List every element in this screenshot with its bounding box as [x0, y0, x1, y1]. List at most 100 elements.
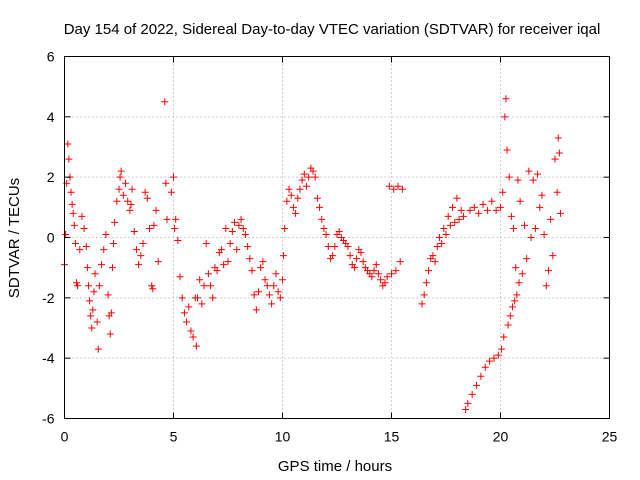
data-point	[556, 209, 564, 217]
data-point	[70, 221, 78, 229]
data-point	[311, 173, 319, 181]
data-point	[172, 215, 180, 223]
x-axis-label: GPS time / hours	[278, 458, 392, 475]
data-point	[502, 95, 510, 103]
data-point	[547, 215, 555, 223]
data-point	[544, 267, 552, 275]
data-point	[490, 354, 498, 362]
data-point	[244, 243, 252, 251]
data-point	[183, 318, 191, 326]
data-point	[468, 390, 476, 398]
data-point	[531, 224, 539, 232]
data-point	[344, 243, 352, 251]
data-point	[554, 134, 562, 142]
data-point	[91, 270, 99, 278]
data-point	[76, 246, 84, 254]
data-point	[388, 270, 395, 278]
data-point	[359, 258, 367, 266]
data-point	[483, 206, 491, 214]
data-point	[185, 303, 193, 311]
data-point	[180, 309, 188, 317]
y-axis-label: SDTVAR / TECUs	[6, 178, 23, 298]
data-point	[106, 330, 114, 338]
data-point	[228, 227, 236, 235]
data-point	[470, 203, 478, 211]
data-point	[515, 279, 523, 287]
y-tick-label: 2	[47, 169, 55, 185]
data-point	[551, 155, 559, 163]
x-tick-label: 10	[275, 429, 291, 445]
y-tick-label: 6	[47, 49, 55, 65]
x-tick-label: 0	[61, 429, 69, 445]
y-tick-label: 0	[47, 230, 55, 246]
data-point	[162, 179, 170, 187]
data-point	[94, 345, 102, 353]
data-point	[149, 285, 157, 293]
data-point	[497, 203, 504, 211]
data-point	[440, 224, 448, 232]
data-point	[148, 282, 156, 290]
data-point	[534, 170, 542, 178]
data-point	[178, 294, 186, 302]
data-point	[529, 176, 537, 184]
data-point	[453, 194, 461, 202]
data-point	[512, 264, 520, 272]
data-point	[62, 230, 70, 238]
data-point	[542, 282, 550, 290]
data-point	[318, 215, 326, 223]
data-point	[71, 240, 79, 248]
data-point	[309, 167, 317, 175]
data-point	[279, 276, 286, 284]
x-tick-label: 20	[493, 429, 509, 445]
data-point	[398, 185, 406, 193]
data-point	[498, 345, 506, 353]
y-axis-ticks: -6 -4 -2 0 2 4 6	[42, 49, 610, 427]
data-point	[198, 300, 206, 308]
data-point	[396, 258, 404, 266]
data-point	[237, 215, 245, 223]
data-point	[501, 113, 509, 121]
data-point	[540, 230, 548, 238]
data-point	[95, 282, 103, 290]
data-point	[553, 188, 561, 196]
x-tick-label: 25	[602, 429, 618, 445]
data-point	[390, 185, 398, 193]
data-point	[488, 197, 496, 205]
data-point	[259, 258, 267, 266]
data-point	[433, 243, 441, 251]
data-point	[265, 291, 273, 299]
data-point	[89, 306, 97, 314]
data-point	[163, 215, 171, 223]
data-point	[65, 155, 73, 163]
data-point	[239, 224, 247, 232]
data-point	[86, 297, 94, 305]
data-point	[475, 209, 483, 217]
data-point	[510, 224, 518, 232]
data-point	[108, 264, 116, 272]
data-point	[270, 282, 278, 290]
data-point	[122, 179, 130, 187]
data-point	[368, 273, 376, 281]
y-tick-label: -2	[42, 290, 55, 306]
data-point	[193, 294, 201, 302]
data-point	[324, 243, 332, 251]
data-point	[385, 182, 393, 190]
data-point	[139, 240, 147, 248]
data-point	[209, 294, 217, 302]
data-point	[217, 246, 225, 254]
data-point	[119, 191, 127, 199]
data-point	[455, 215, 463, 223]
data-point	[222, 224, 230, 232]
data-point	[248, 267, 256, 275]
data-point	[74, 282, 82, 290]
data-point	[132, 246, 140, 254]
data-point	[331, 243, 339, 251]
data-point	[350, 264, 358, 272]
data-point	[88, 324, 96, 332]
data-point	[420, 291, 428, 299]
data-point	[72, 279, 80, 287]
data-point	[504, 321, 512, 329]
data-point	[466, 206, 474, 214]
data-point	[102, 230, 110, 238]
data-point	[285, 185, 293, 193]
